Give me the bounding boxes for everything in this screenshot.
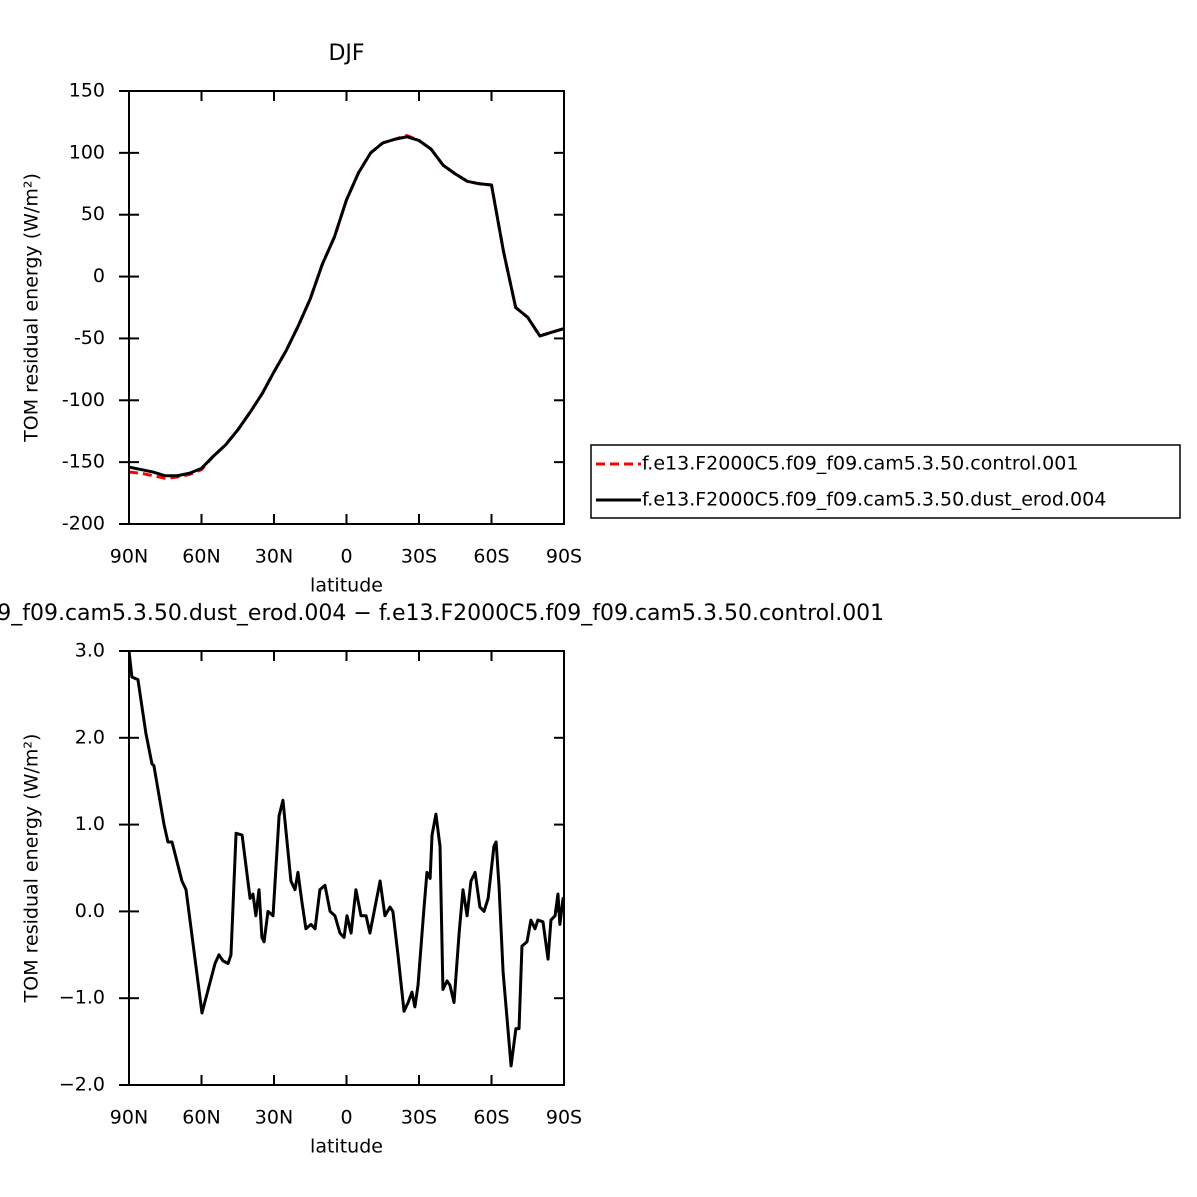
x-tick-label: 30S — [401, 546, 437, 568]
y-tick-label: -50 — [74, 327, 105, 349]
y-tick-label: 150 — [69, 80, 105, 102]
legend-label: f.e13.F2000C5.f09_f09.cam5.3.50.dust_ero… — [642, 489, 1106, 511]
y-tick-label: -200 — [62, 513, 105, 535]
plot-frame — [128, 90, 565, 525]
x-tick-label: 30N — [255, 1107, 293, 1129]
plot-frame — [128, 650, 565, 1086]
x-tick-label: 90N — [110, 1107, 148, 1129]
x-tick-label: 60N — [182, 546, 220, 568]
y-tick-label: 50 — [81, 203, 105, 225]
y-tick-label: 100 — [69, 141, 105, 163]
x-tick-label: 60S — [473, 1107, 509, 1129]
chart-title: DJF — [328, 41, 364, 66]
x-tick-label: 30N — [255, 546, 293, 568]
legend-label: f.e13.F2000C5.f09_f09.cam5.3.50.control.… — [642, 453, 1078, 475]
y-tick-label: 3.0 — [75, 640, 105, 662]
x-tick-label: 60S — [473, 546, 509, 568]
legend-box — [590, 444, 1181, 519]
x-tick-label: 90S — [546, 546, 582, 568]
x-axis-label: latitude — [310, 1136, 383, 1158]
y-tick-label: 0.0 — [75, 900, 105, 922]
x-tick-label: 60N — [182, 1107, 220, 1129]
y-axis-label: TOM residual energy (W/m²) — [21, 734, 43, 1004]
y-tick-label: -100 — [62, 389, 105, 411]
y-tick-label: -150 — [62, 451, 105, 473]
y-tick-label: −1.0 — [59, 987, 105, 1009]
x-tick-label: 90S — [546, 1107, 582, 1129]
y-axis-label: TOM residual energy (W/m²) — [21, 173, 43, 443]
x-tick-label: 30S — [401, 1107, 437, 1129]
x-axis-label: latitude — [310, 575, 383, 597]
y-tick-label: −2.0 — [59, 1074, 105, 1096]
data-line — [129, 651, 564, 1068]
x-tick-label: 90N — [110, 546, 148, 568]
data-line — [129, 135, 564, 478]
chart-title: f.e13.F2000C5.f09_f09.cam5.3.50.dust_ero… — [0, 601, 884, 626]
y-tick-label: 0 — [93, 265, 105, 287]
y-tick-label: 1.0 — [75, 813, 105, 835]
x-tick-label: 0 — [340, 1107, 352, 1129]
y-tick-label: 2.0 — [75, 726, 105, 748]
x-tick-label: 0 — [340, 546, 352, 568]
